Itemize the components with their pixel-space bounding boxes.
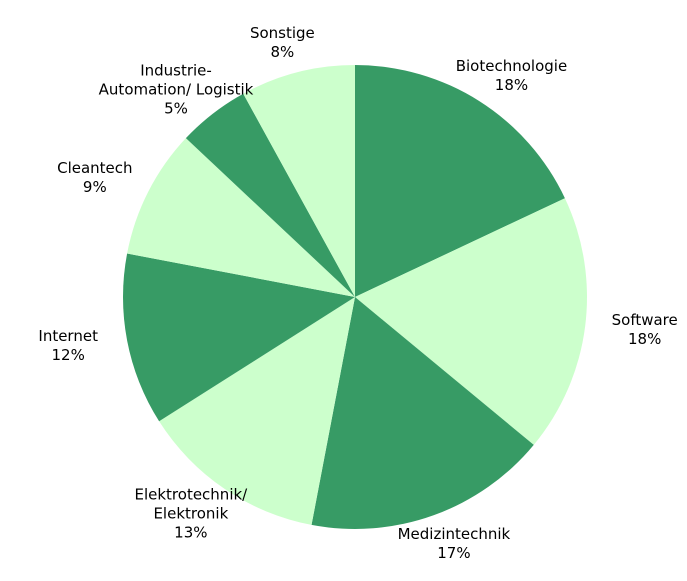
category-label: Sonstige <box>249 24 315 43</box>
value-label: 9% <box>82 178 107 197</box>
slice-label: Cleantech 9% <box>57 159 132 197</box>
pie-slice <box>185 93 355 297</box>
pie-slice <box>127 138 355 297</box>
category-label: Elektrotechnik/ Elektronik <box>134 485 248 523</box>
pie-slice <box>123 253 355 422</box>
category-label: Internet <box>38 327 98 346</box>
pie-slice <box>355 198 587 445</box>
slice-label: Software 18% <box>612 311 678 349</box>
category-label: Cleantech <box>57 159 133 178</box>
slice-label: Sonstige 8% <box>250 24 315 62</box>
category-label: Industrie- Automation/ Logistik <box>98 61 254 99</box>
pie-slice <box>311 297 534 529</box>
pie-slice <box>159 297 355 525</box>
slice-label: Internet 12% <box>38 327 98 365</box>
value-label: 18% <box>628 329 662 348</box>
pie-slice <box>355 65 565 297</box>
value-label: 5% <box>164 99 188 118</box>
category-label: Software <box>611 310 678 329</box>
value-label: 8% <box>270 43 295 62</box>
slice-label: Industrie- Automation/ Logistik 5% <box>99 61 254 118</box>
slice-label: Medizintechnik 17% <box>398 525 511 563</box>
slice-label: Biotechnologie 18% <box>456 57 567 95</box>
slice-label: Elektrotechnik/ Elektronik 13% <box>134 485 247 542</box>
pie-slice <box>243 65 355 297</box>
value-label: 17% <box>437 543 471 562</box>
category-label: Biotechnologie <box>455 56 568 75</box>
category-label: Medizintechnik <box>397 524 511 543</box>
value-label: 12% <box>51 346 85 365</box>
value-label: 13% <box>174 523 208 542</box>
value-label: 18% <box>494 75 529 94</box>
